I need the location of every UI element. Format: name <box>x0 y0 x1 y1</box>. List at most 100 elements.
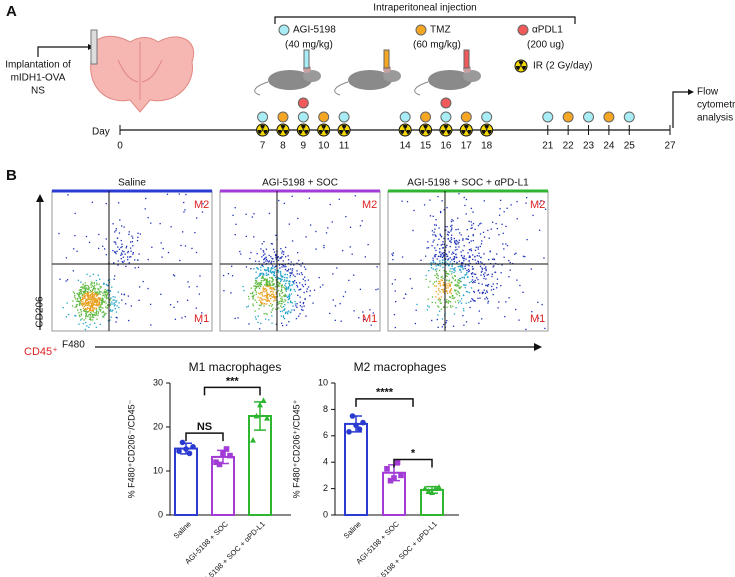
dot <box>463 260 465 262</box>
dot <box>470 221 472 223</box>
dot <box>329 312 331 315</box>
dot <box>459 286 461 289</box>
dot <box>288 295 290 297</box>
dot <box>263 240 265 243</box>
dot <box>174 318 177 320</box>
dot <box>446 206 448 209</box>
dot <box>492 293 494 296</box>
dot <box>114 231 116 233</box>
day-tick-label: 18 <box>481 141 493 152</box>
dot <box>457 243 459 245</box>
dot <box>281 302 283 305</box>
dot <box>85 299 87 301</box>
dot <box>508 276 510 278</box>
dot <box>272 278 274 281</box>
dot <box>120 257 122 260</box>
dot <box>94 307 96 309</box>
dot <box>89 310 91 312</box>
dot <box>504 315 506 318</box>
dot <box>270 302 272 305</box>
dot <box>144 208 146 210</box>
point <box>353 422 359 429</box>
dot <box>457 302 460 304</box>
dot <box>275 265 277 267</box>
dot <box>451 281 453 283</box>
dot <box>98 309 100 311</box>
dot <box>256 284 258 286</box>
y-tick-label: 0 <box>158 509 163 519</box>
dot <box>464 286 466 289</box>
dot <box>89 294 92 297</box>
plot-frame <box>387 190 549 332</box>
point <box>176 448 182 455</box>
dot <box>441 326 443 328</box>
dot <box>280 256 282 259</box>
dot <box>448 280 450 282</box>
dot <box>109 299 111 301</box>
dot <box>91 314 94 316</box>
dot <box>266 291 268 294</box>
dot <box>113 278 115 280</box>
dot <box>242 285 244 288</box>
dot <box>75 315 77 317</box>
dot <box>437 299 439 301</box>
dot <box>258 260 260 263</box>
dot <box>466 273 468 275</box>
dot <box>251 292 254 295</box>
dot <box>91 306 94 308</box>
dot <box>254 282 256 285</box>
dot <box>286 273 289 276</box>
point <box>190 444 196 450</box>
dot <box>91 295 94 297</box>
dot <box>283 251 285 253</box>
dot <box>95 293 97 295</box>
dot <box>82 303 84 306</box>
dot <box>305 236 307 238</box>
dot <box>282 265 285 267</box>
agi-dose <box>440 111 452 123</box>
dot <box>138 299 140 301</box>
dot <box>96 305 98 307</box>
y-axis-label: % F480⁺CD206⁺/CD45⁺ <box>291 399 301 498</box>
dot <box>264 290 267 292</box>
dot <box>86 288 88 290</box>
dot <box>84 296 86 298</box>
ir-blade <box>338 130 344 135</box>
dot <box>453 313 456 315</box>
dot <box>75 305 78 308</box>
dot <box>109 309 112 311</box>
dot <box>83 303 86 305</box>
chart-title: M1 macrophages <box>189 360 282 374</box>
dot <box>80 300 82 302</box>
dot <box>105 296 108 298</box>
dot <box>256 276 258 279</box>
dot <box>91 310 93 312</box>
dot <box>466 229 468 231</box>
dot <box>452 262 454 265</box>
dot <box>74 306 76 308</box>
dot <box>451 295 453 297</box>
dot <box>441 243 444 246</box>
dot <box>268 293 270 295</box>
dot <box>92 310 94 312</box>
dot <box>451 259 453 261</box>
dot <box>74 296 76 298</box>
dot <box>277 269 279 272</box>
dot <box>420 259 422 261</box>
dot <box>86 311 88 313</box>
dot <box>285 266 287 268</box>
dot <box>101 303 103 305</box>
dot <box>256 285 258 288</box>
dot <box>283 294 285 297</box>
dot <box>443 270 445 272</box>
dot <box>262 288 264 290</box>
dot <box>253 285 255 287</box>
dot <box>84 295 86 297</box>
dot <box>271 293 273 295</box>
dot <box>283 301 285 303</box>
dot <box>114 241 117 243</box>
dot <box>92 315 94 317</box>
dot <box>483 200 485 202</box>
dot <box>440 308 443 310</box>
dot <box>453 252 455 255</box>
